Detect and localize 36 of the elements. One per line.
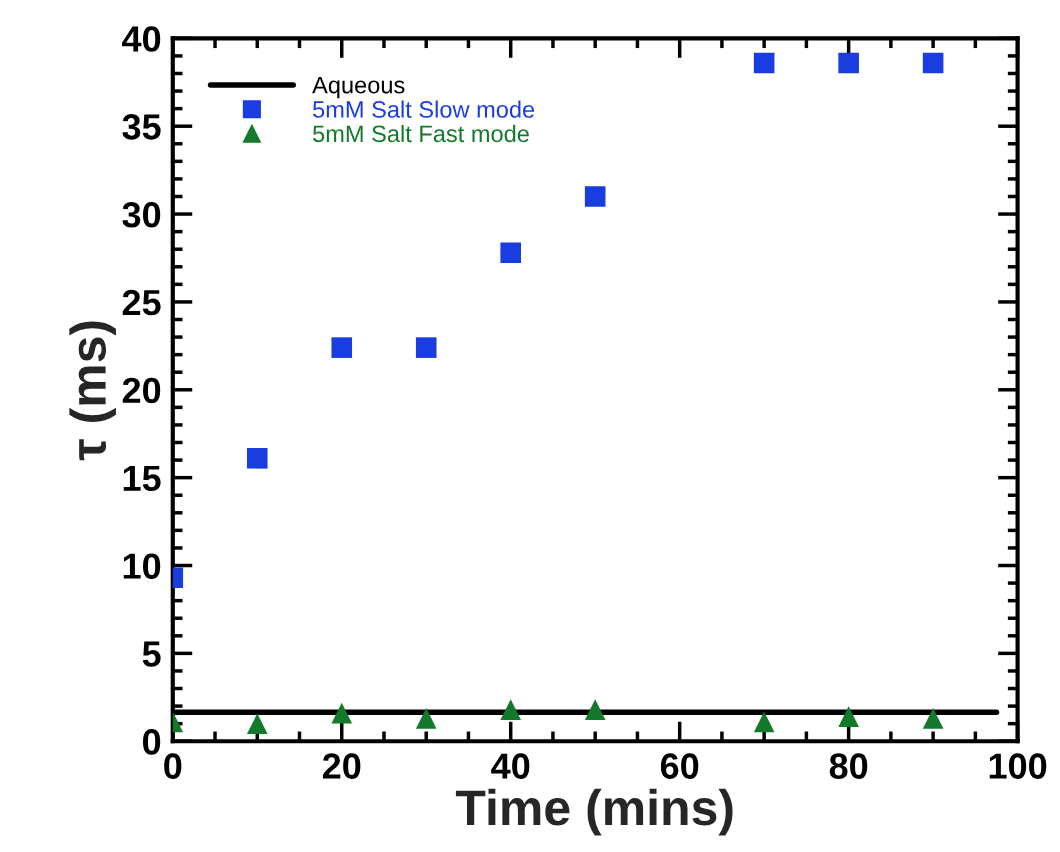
point [922,708,944,729]
point [500,242,522,264]
y-tick-label: 5 [142,641,161,667]
point [753,711,775,733]
y-tick-label: 10 [123,553,161,579]
x-tick-label: 40 [491,753,530,779]
point [838,52,859,74]
y-tick-label: 15 [123,465,161,492]
y-axis-title: τ (ms) [69,321,116,461]
y-tick-label: 30 [122,201,161,228]
point [246,713,268,734]
y-tick-label: 40 [122,26,161,52]
x-tick-label: 0 [164,753,182,779]
point [500,699,522,720]
point [922,52,944,74]
point [584,186,606,207]
y-tick-label: 35 [122,114,161,140]
point [331,337,353,358]
x-tick-label: 100 [989,753,1047,779]
legend-label: Aqueous [312,76,405,99]
point [415,708,437,729]
point [331,702,353,724]
point [584,699,606,720]
x-axis-title: Time (mins) [455,788,733,836]
y-tick-label: 25 [122,289,161,316]
point [246,448,268,469]
point [838,706,859,727]
point [415,337,437,358]
y-tick-label: 20 [122,377,161,404]
x-tick-label: 80 [829,753,868,779]
point [753,52,775,74]
x-tick-label: 20 [322,753,361,779]
y-tick-label: 0 [143,729,161,755]
legend-label: 5mM Salt Fast mode [313,124,529,143]
x-tick-label: 60 [660,753,699,779]
legend-label: 5mM Salt Slow mode [313,100,535,118]
